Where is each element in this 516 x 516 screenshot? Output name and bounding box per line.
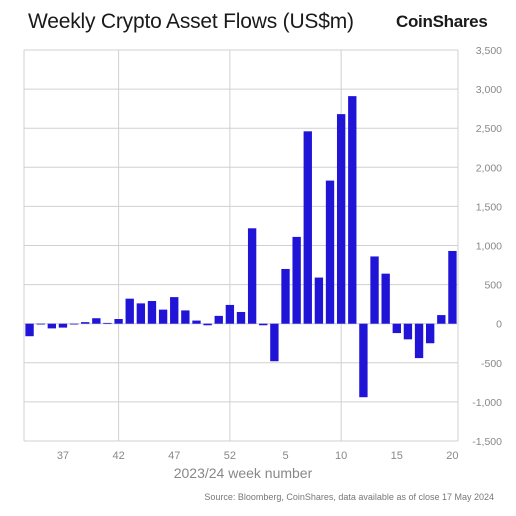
y-tick-label: 1,500	[476, 201, 502, 213]
y-tick-label: 500	[484, 280, 502, 292]
bar-week-40	[92, 318, 101, 324]
bar-week-37	[58, 323, 68, 328]
x-tick-label: 10	[335, 450, 347, 462]
bar-week-2	[247, 228, 257, 324]
bar-week-51	[214, 315, 223, 324]
x-tick-label: 20	[446, 450, 458, 462]
y-tick-label: -1,500	[472, 436, 502, 448]
source-note: Source: Bloomberg, CoinShares, data avai…	[204, 492, 494, 502]
bar-week-42	[114, 319, 123, 324]
bar-week-34	[25, 323, 34, 337]
bar-week-6	[292, 236, 301, 324]
bar-week-52	[225, 304, 235, 324]
bar-week-16	[403, 323, 413, 340]
bar-week-8	[314, 277, 324, 324]
bar-week-5	[281, 268, 290, 324]
bar-week-38	[69, 323, 79, 325]
bar-week-36	[47, 323, 56, 329]
x-tick-label: 37	[57, 450, 69, 462]
bar-week-50	[203, 323, 212, 326]
brand-logo: CoinShares	[396, 12, 488, 31]
bar-week-43	[125, 298, 134, 324]
bar-week-4	[270, 323, 279, 362]
bar-week-48	[181, 310, 190, 324]
y-tick-label: 2,000	[476, 162, 502, 174]
y-tick-label: 2,500	[476, 123, 502, 135]
y-tick-label: -500	[481, 358, 502, 370]
x-tick-label: 5	[282, 450, 288, 462]
bar-week-11	[348, 96, 357, 324]
bars-layer	[25, 96, 457, 398]
bar-week-20	[448, 250, 457, 324]
bar-week-14	[381, 273, 390, 324]
y-tick-label: 1,000	[476, 241, 502, 253]
bar-week-1	[236, 311, 246, 324]
bar-week-44	[136, 303, 146, 324]
bar-week-47	[170, 297, 179, 324]
bar-week-15	[392, 323, 401, 334]
y-axis-labels: -1,500 -1,000 -500 0 500 1,000 1,500 2,000 2,500…	[472, 45, 502, 448]
y-tick-label: 3,500	[476, 45, 502, 57]
bar-week-19	[437, 315, 446, 324]
bar-week-46	[158, 309, 168, 324]
bar-week-49	[192, 320, 201, 324]
bar-week-9	[325, 180, 335, 324]
bar-week-13	[370, 256, 379, 324]
bar-week-3	[259, 323, 268, 326]
bar-week-39	[81, 322, 90, 324]
x-tick-label: 52	[224, 450, 236, 462]
y-tick-label: 3,000	[476, 84, 502, 96]
bar-week-12	[359, 323, 368, 398]
bar-week-7	[303, 131, 312, 324]
x-tick-label: 47	[168, 450, 180, 462]
y-tick-label: 0	[496, 319, 502, 331]
y-tick-label: -1,000	[472, 397, 502, 409]
chart-title: Weekly Crypto Asset Flows (US$m)	[28, 10, 354, 33]
grid-layer	[23, 49, 459, 442]
x-tick-label: 42	[112, 450, 124, 462]
bar-week-45	[147, 301, 157, 324]
bar-week-41	[103, 322, 112, 324]
bar-week-10	[336, 114, 346, 324]
bar-week-35	[36, 323, 45, 325]
bar-week-18	[426, 323, 435, 344]
x-axis-labels: 37 42 47 52 5 10 15 20	[57, 450, 459, 462]
x-tick-label: 15	[391, 450, 403, 462]
bar-week-17	[414, 323, 424, 359]
x-axis-title: 2023/24 week number	[174, 465, 313, 481]
